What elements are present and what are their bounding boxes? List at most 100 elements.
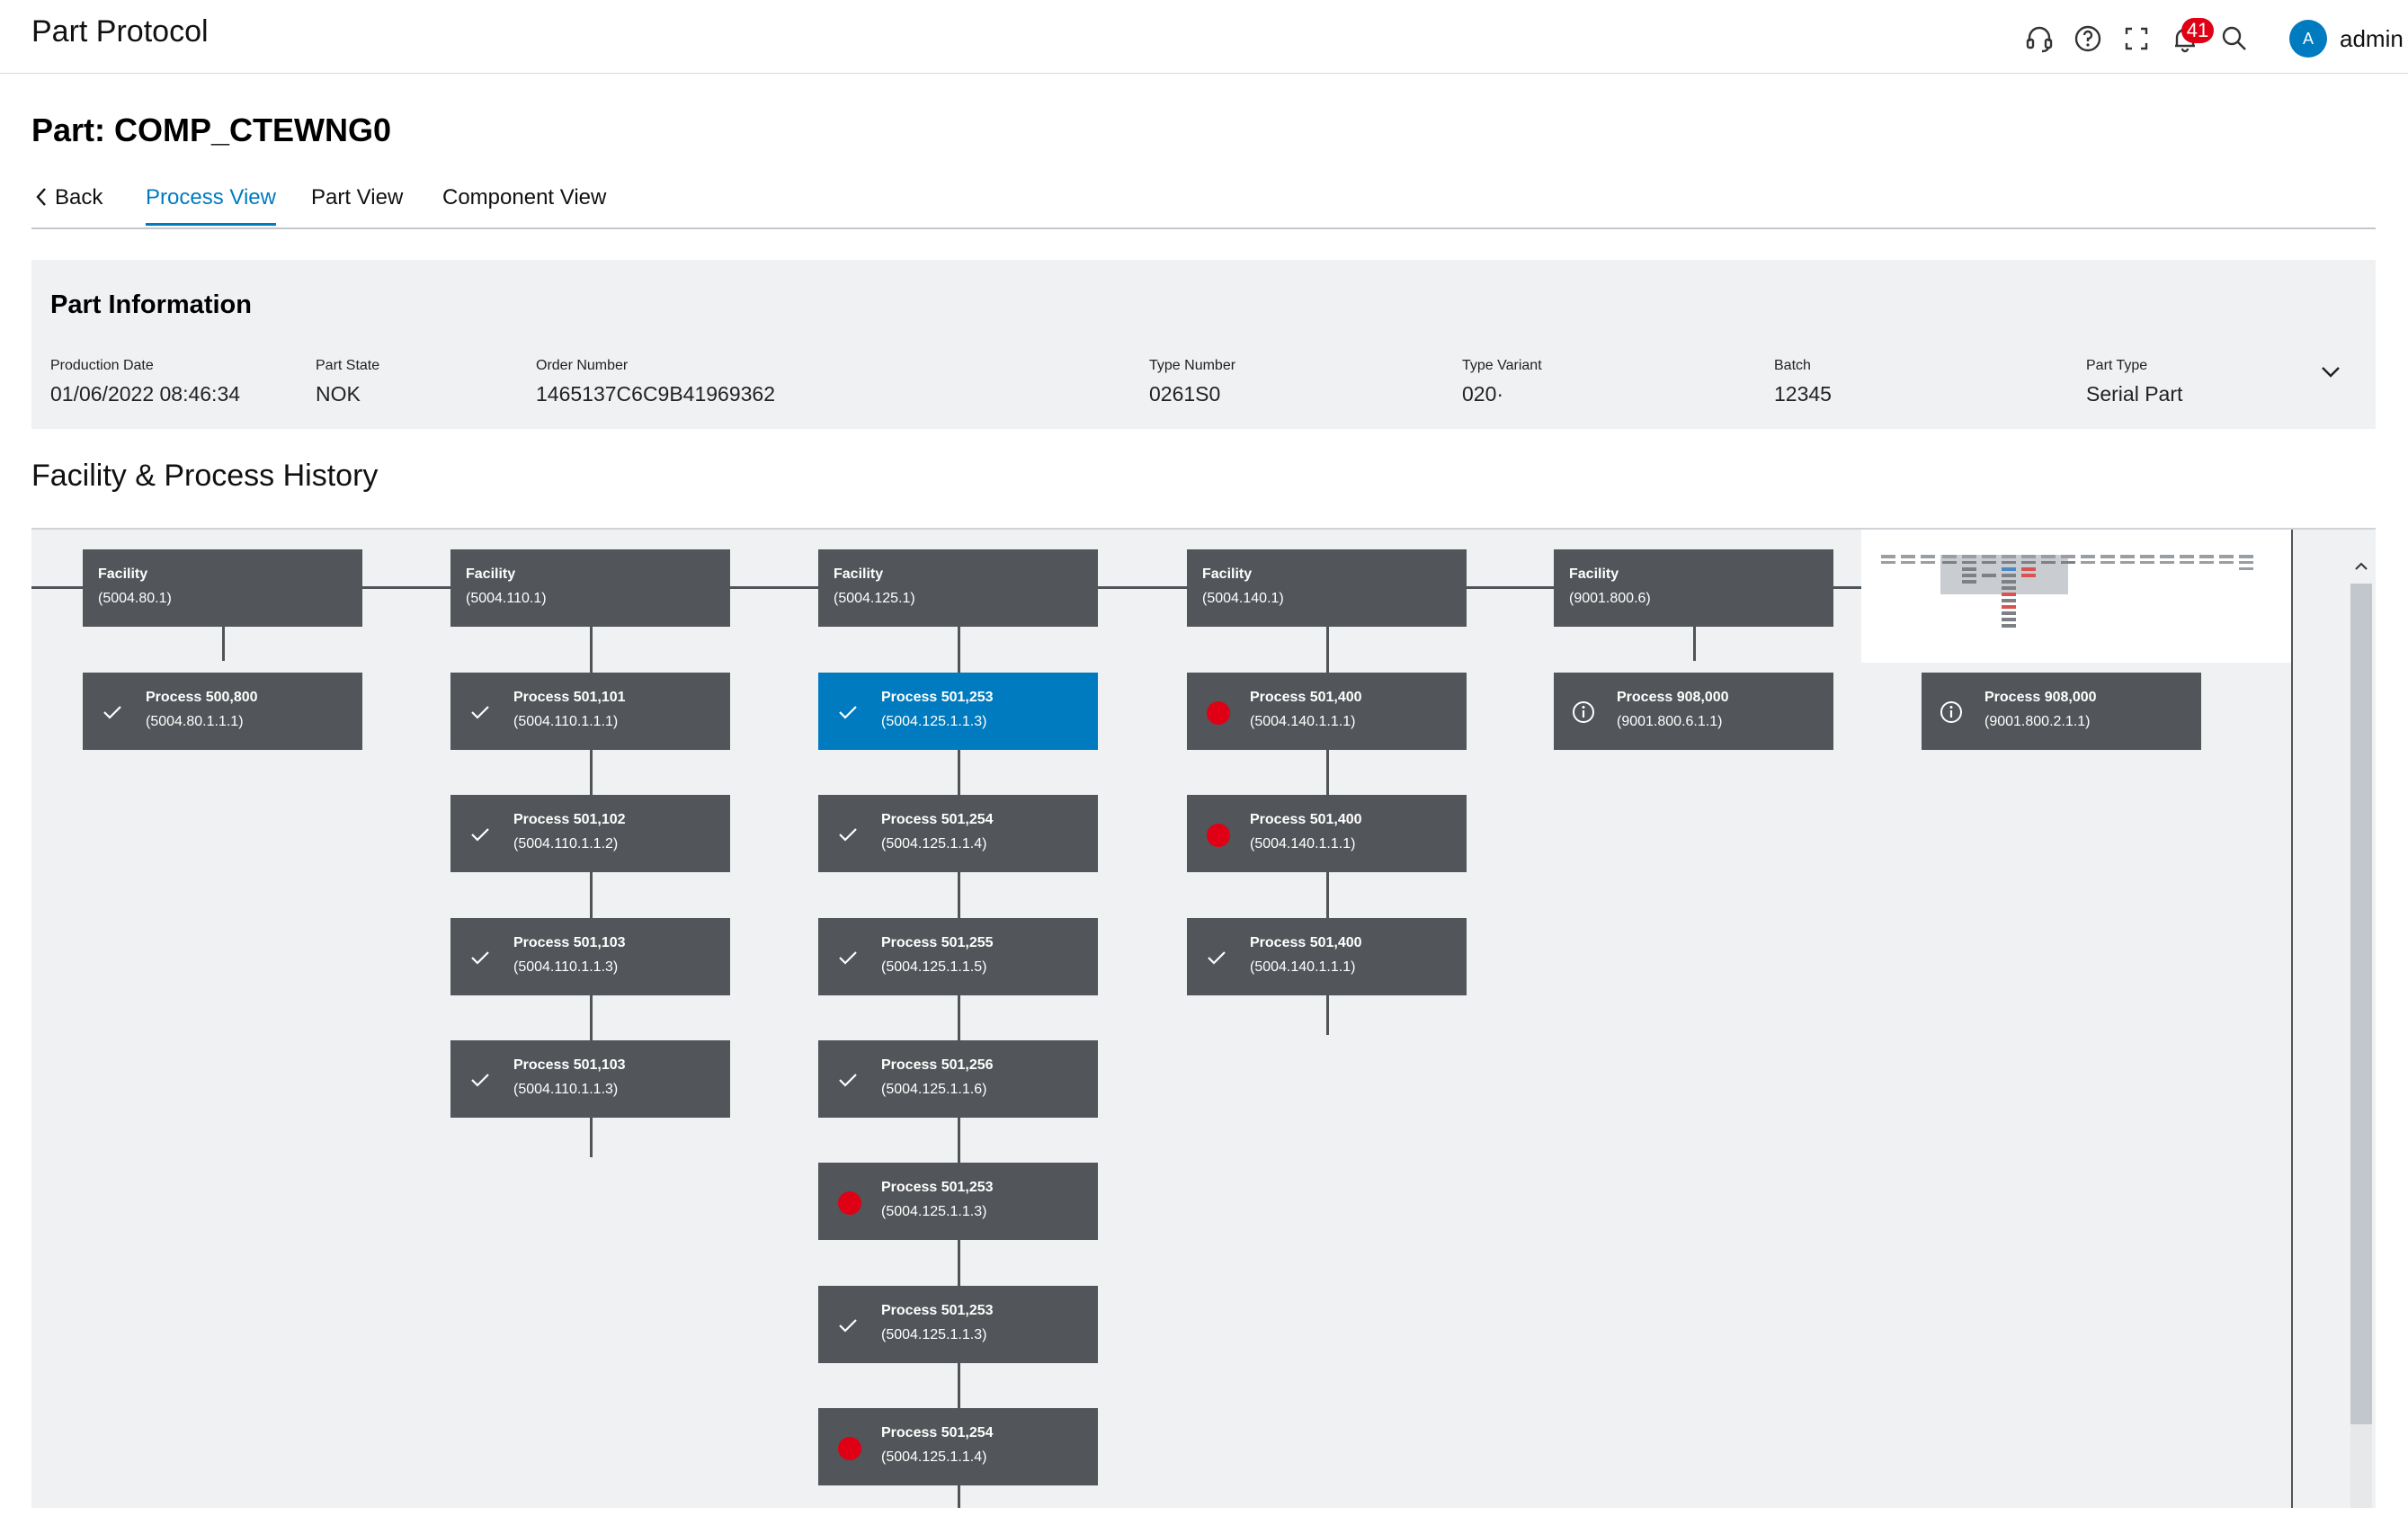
process-id: (5004.125.1.1.3)	[881, 1204, 987, 1219]
type-variant-value: 020·	[1462, 382, 1504, 406]
process-node[interactable]: Process 501,254 (5004.125.1.1.4)	[818, 795, 1098, 872]
check-icon	[471, 951, 489, 965]
facility-label: Facility	[466, 566, 516, 582]
process-node[interactable]: Process 501,253 (5004.125.1.1.3)	[818, 1163, 1098, 1240]
process-node[interactable]: Process 501,256 (5004.125.1.1.6)	[818, 1040, 1098, 1118]
scroll-up-icon[interactable]	[2351, 557, 2371, 576]
facility-node[interactable]: Facility (5004.110.1)	[450, 549, 730, 627]
process-name: Process 501,254	[881, 812, 994, 827]
chevron-left-icon	[36, 188, 46, 206]
process-node[interactable]: Process 501,400 (5004.140.1.1.1)	[1187, 795, 1467, 872]
process-name: Process 908,000	[1617, 690, 1729, 705]
fullscreen-icon[interactable]	[2119, 22, 2154, 56]
graph-divider	[2291, 530, 2293, 1508]
headset-icon[interactable]	[2022, 22, 2056, 56]
process-name: Process 501,400	[1250, 812, 1362, 827]
facility-node[interactable]: Facility (5004.140.1)	[1187, 549, 1467, 627]
process-node[interactable]: Process 501,254 (5004.125.1.1.4)	[818, 1408, 1098, 1485]
check-icon	[1208, 951, 1226, 965]
process-node-selected[interactable]: Process 501,253 (5004.125.1.1.3)	[818, 673, 1098, 750]
type-number-value: 0261S0	[1149, 382, 1221, 406]
help-icon[interactable]	[2071, 22, 2105, 56]
process-id: (5004.110.1.1.1)	[513, 714, 619, 729]
graph-minimap[interactable]	[1861, 530, 2291, 663]
facility-node[interactable]: Facility (9001.800.6)	[1554, 549, 1833, 627]
process-id: (5004.140.1.1.1)	[1250, 836, 1356, 852]
process-id: (5004.110.1.1.3)	[513, 1082, 619, 1097]
process-id: (5004.125.1.1.5)	[881, 959, 987, 975]
error-status-icon	[838, 1191, 861, 1215]
process-id: (5004.140.1.1.1)	[1250, 714, 1356, 729]
order-number-value: 1465137C6C9B41969362	[536, 382, 776, 406]
error-status-icon	[1207, 701, 1230, 725]
process-name: Process 500,800	[146, 690, 258, 705]
notification-badge[interactable]: 41	[2181, 18, 2214, 43]
process-node[interactable]: Process 501,101 (5004.110.1.1.1)	[450, 673, 730, 750]
facility-id: (9001.800.6)	[1569, 591, 1651, 606]
process-name: Process 501,102	[513, 812, 626, 827]
check-icon	[839, 1319, 857, 1333]
back-button[interactable]: Back	[35, 185, 103, 223]
facility-id: (5004.125.1)	[834, 591, 915, 606]
process-name: Process 501,256	[881, 1057, 994, 1073]
process-name: Process 501,253	[881, 690, 994, 705]
process-name: Process 501,103	[513, 1057, 626, 1073]
process-node[interactable]: Process 501,103 (5004.110.1.1.3)	[450, 1040, 730, 1118]
scrollbar-thumb[interactable]	[2350, 584, 2372, 1424]
user-name[interactable]: admin	[2340, 25, 2404, 52]
check-icon	[839, 706, 857, 719]
process-name: Process 908,000	[1984, 690, 2097, 705]
error-status-icon	[1207, 824, 1230, 847]
tab-component-view[interactable]: Component View	[442, 185, 607, 210]
process-id: (5004.125.1.1.4)	[881, 836, 987, 852]
check-icon	[471, 1074, 489, 1087]
process-node[interactable]: Process 501,255 (5004.125.1.1.5)	[818, 918, 1098, 995]
error-status-icon	[838, 1437, 861, 1460]
batch-label: Batch	[1774, 358, 1811, 373]
facility-node[interactable]: Facility (5004.80.1)	[83, 549, 362, 627]
process-id: (5004.125.1.1.6)	[881, 1082, 987, 1097]
facility-id: (5004.110.1)	[466, 591, 547, 606]
facility-label: Facility	[1569, 566, 1619, 582]
tab-part-view[interactable]: Part View	[311, 185, 404, 210]
part-information-panel: Part Information Production Date 01/06/2…	[31, 260, 2376, 429]
check-icon	[839, 1074, 857, 1087]
process-name: Process 501,254	[881, 1425, 994, 1440]
process-name: Process 501,101	[513, 690, 626, 705]
order-number-label: Order Number	[536, 358, 629, 373]
tab-process-view[interactable]: Process View	[146, 185, 276, 226]
type-number-label: Type Number	[1149, 358, 1236, 373]
facility-label: Facility	[834, 566, 884, 582]
check-icon	[103, 706, 121, 719]
process-graph[interactable]: Facility (5004.80.1) Facility (5004.110.…	[31, 528, 2376, 1508]
process-node[interactable]: Process 501,400 (5004.140.1.1.1)	[1187, 673, 1467, 750]
connector-line	[590, 627, 593, 1157]
type-variant-label: Type Variant	[1462, 358, 1542, 373]
process-node[interactable]: Process 908,000 (9001.800.2.1.1)	[1922, 673, 2201, 750]
process-node[interactable]: Process 501,103 (5004.110.1.1.3)	[450, 918, 730, 995]
process-name: Process 501,400	[1250, 935, 1362, 950]
check-icon	[839, 828, 857, 842]
part-type-value: Serial Part	[2086, 382, 2183, 406]
minimap-preview	[1881, 555, 2253, 628]
process-id: (9001.800.2.1.1)	[1984, 714, 2091, 729]
search-icon[interactable]	[2217, 22, 2252, 56]
process-name: Process 501,253	[881, 1303, 994, 1318]
process-id: (9001.800.6.1.1)	[1617, 714, 1723, 729]
top-bar: Part Protocol 41 A admin	[0, 0, 2408, 74]
part-information-title: Part Information	[50, 290, 252, 319]
process-node[interactable]: Process 501,253 (5004.125.1.1.3)	[818, 1286, 1098, 1363]
process-node[interactable]: Process 501,400 (5004.140.1.1.1)	[1187, 918, 1467, 995]
process-name: Process 501,253	[881, 1180, 994, 1195]
chevron-down-icon[interactable]	[2315, 357, 2346, 388]
facility-node[interactable]: Facility (5004.125.1)	[818, 549, 1098, 627]
avatar[interactable]: A	[2289, 20, 2327, 58]
process-node[interactable]: Process 908,000 (9001.800.6.1.1)	[1554, 673, 1833, 750]
process-name: Process 501,255	[881, 935, 994, 950]
process-id: (5004.110.1.1.3)	[513, 959, 619, 975]
process-node[interactable]: Process 500,800 (5004.80.1.1.1)	[83, 673, 362, 750]
process-node[interactable]: Process 501,102 (5004.110.1.1.2)	[450, 795, 730, 872]
process-name: Process 501,400	[1250, 690, 1362, 705]
app-title: Part Protocol	[31, 14, 209, 49]
process-name: Process 501,103	[513, 935, 626, 950]
